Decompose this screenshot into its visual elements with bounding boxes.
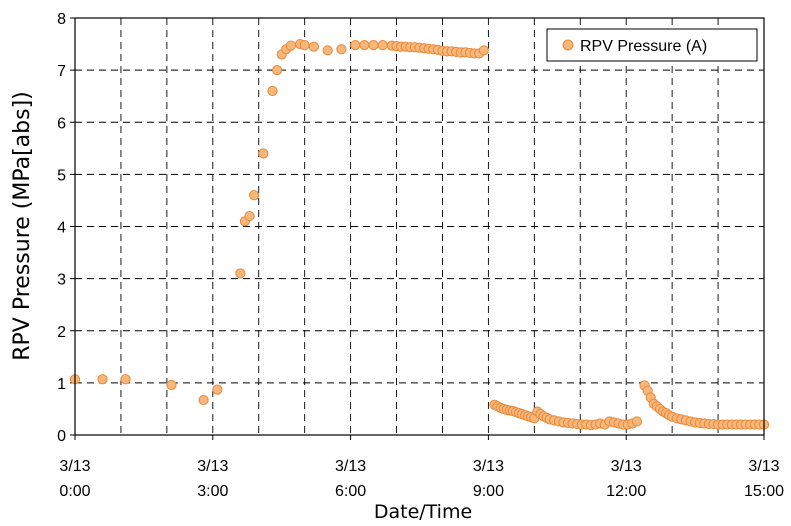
data-point [322,45,333,56]
x-tick-label-time: 3:00 [197,483,228,500]
data-point [336,44,347,55]
data-point [308,41,319,52]
x-tick-label-date: 3/13 [59,458,90,475]
y-tick-label: 5 [57,167,66,184]
y-tick-labels: 0 1 2 3 4 5 6 7 8 [57,11,75,445]
legend-marker [562,39,574,51]
x-tick-label-date: 3/13 [611,458,642,475]
y-axis-title: RPV Pressure (MPa[abs]) [10,91,35,361]
data-point [97,374,108,385]
x-tick-label-time: 6:00 [335,483,366,500]
y-tick-label: 4 [57,220,66,237]
legend-label: RPV Pressure (A) [580,38,707,55]
x-tick-label-date: 3/13 [473,458,504,475]
data-point [350,40,361,51]
data-point [368,40,379,51]
x-axis-title: Date/Time [374,501,472,523]
x-tick-label-date: 3/13 [748,458,779,475]
data-point [258,148,269,159]
y-tick-label: 3 [57,272,66,289]
y-tick-label: 1 [57,376,66,393]
data-point [235,268,246,279]
x-tick-labels: 3/13 0:00 3/13 3:00 3/13 6:00 3/13 9:00 3/13 12:0… [59,435,784,500]
data-point [212,384,223,395]
data-point [299,40,310,51]
grid [75,18,764,435]
data-point [244,210,255,222]
x-tick-label-time: 12:00 [606,483,646,500]
data-point [377,40,388,51]
data-point [267,85,278,97]
plot-area-frame [74,17,765,436]
y-tick-label: 6 [57,115,66,132]
x-tick-label-time: 9:00 [473,483,504,500]
data-point [631,416,643,427]
data-point [198,394,209,406]
x-tick-label-time: 15:00 [744,483,784,500]
legend: RPV Pressure (A) [546,28,758,62]
data-point [166,379,177,391]
y-tick-label: 2 [57,324,66,341]
data-point [120,374,131,385]
data-point [272,65,283,76]
data-point [478,45,489,56]
y-tick-label: 8 [57,11,66,28]
data-point [359,40,370,51]
x-tick-label-date: 3/13 [197,458,228,475]
legend-box [546,28,758,62]
data-point [285,40,296,51]
data-points [69,38,770,431]
x-tick-label-date: 3/13 [335,458,366,475]
x-tick-label-time: 0:00 [59,483,90,500]
data-point [249,190,260,201]
y-tick-label: 7 [57,63,66,80]
y-tick-label: 0 [57,428,66,445]
